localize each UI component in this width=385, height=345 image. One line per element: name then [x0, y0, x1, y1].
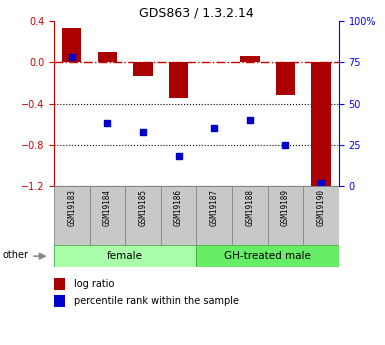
Bar: [196, 186, 232, 245]
Text: GSM19186: GSM19186: [174, 189, 183, 226]
Text: GSM19183: GSM19183: [67, 189, 76, 226]
Text: GSM19190: GSM19190: [316, 189, 325, 226]
Bar: [169, 62, 188, 98]
Bar: [54, 245, 196, 267]
Bar: [97, 52, 117, 62]
Bar: [232, 186, 268, 245]
Bar: [311, 62, 331, 194]
Text: other: other: [3, 250, 29, 260]
Text: GSM19184: GSM19184: [103, 189, 112, 226]
Bar: [240, 57, 259, 62]
Title: GDS863 / 1.3.2.14: GDS863 / 1.3.2.14: [139, 7, 254, 20]
Bar: [54, 295, 65, 307]
Point: [318, 180, 324, 186]
Text: GSM19185: GSM19185: [139, 189, 147, 226]
Point: [69, 55, 75, 60]
Bar: [90, 186, 125, 245]
Text: log ratio: log ratio: [74, 279, 114, 289]
Text: GSM19189: GSM19189: [281, 189, 290, 226]
Point: [211, 126, 217, 131]
Point: [176, 154, 182, 159]
Bar: [133, 62, 153, 76]
Text: GSM19187: GSM19187: [210, 189, 219, 226]
Bar: [268, 186, 303, 245]
Bar: [196, 245, 339, 267]
Bar: [54, 186, 90, 245]
Point: [247, 117, 253, 123]
Text: female: female: [107, 251, 143, 261]
Bar: [54, 278, 65, 290]
Text: GH-treated male: GH-treated male: [224, 251, 311, 261]
Bar: [276, 62, 295, 95]
Point: [282, 142, 288, 148]
Point: [104, 121, 110, 126]
Text: GSM19188: GSM19188: [245, 189, 254, 226]
Bar: [161, 186, 196, 245]
Bar: [62, 28, 82, 62]
Bar: [125, 186, 161, 245]
Text: percentile rank within the sample: percentile rank within the sample: [74, 296, 239, 306]
Bar: [303, 186, 339, 245]
Point: [140, 129, 146, 135]
